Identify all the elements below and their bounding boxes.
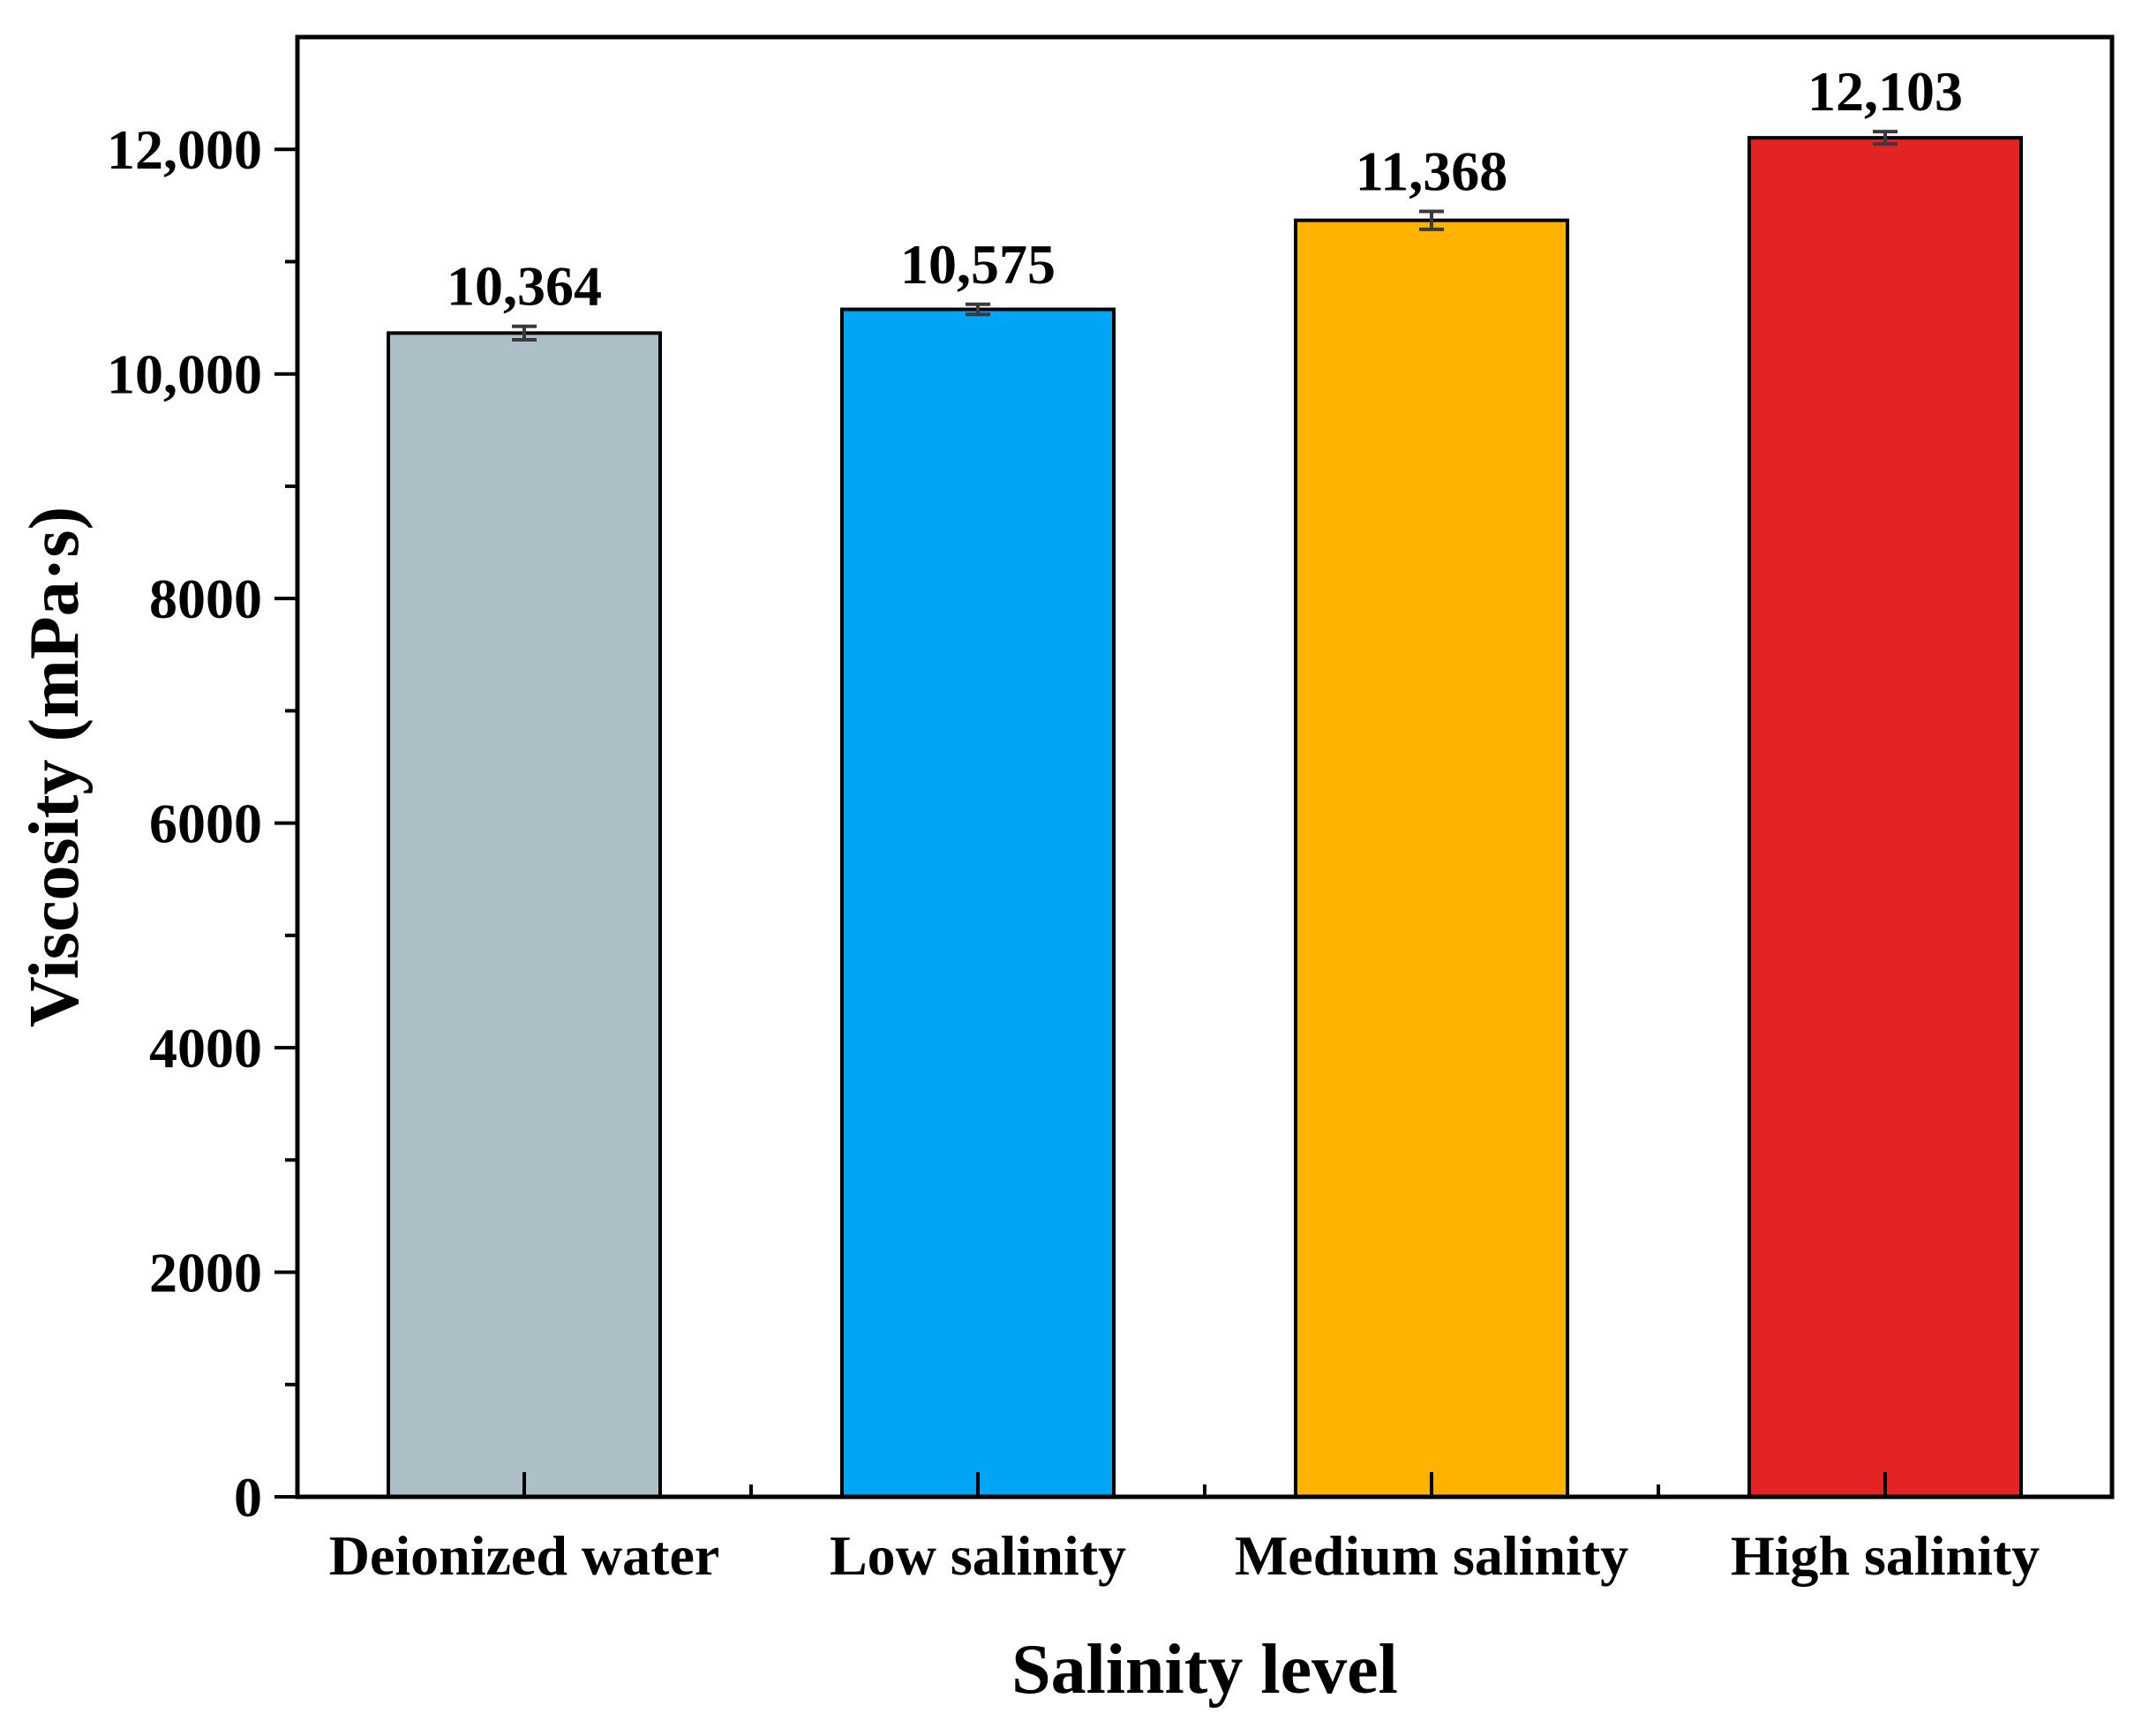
bar-0 [387, 331, 662, 1499]
y-tick-label-5: 10,000 [107, 343, 262, 406]
bar-3 [1747, 136, 2023, 1499]
y-tick-label-6: 12,000 [107, 118, 262, 181]
y-axis-title: Viscosity (mPa·s) [16, 507, 94, 1027]
data-label-2: 11,368 [1356, 139, 1507, 202]
axis-ticks-group [274, 147, 1887, 1499]
y-tick-label-1: 2000 [149, 1242, 262, 1304]
bars-group [387, 136, 2023, 1499]
bar-2 [1294, 218, 1569, 1499]
bar-1 [840, 307, 1116, 1499]
category-label-1: Low salinity [830, 1524, 1126, 1587]
y-tick-label-2: 4000 [149, 1017, 262, 1079]
category-labels-group: Deionized water Low salinity Medium salini… [329, 1524, 2040, 1587]
error-bars-group [512, 130, 1898, 342]
data-labels-group: 10,364 10,575 11,368 12,103 [447, 60, 1963, 318]
category-label-0: Deionized water [329, 1524, 720, 1587]
data-label-1: 10,575 [900, 233, 1056, 296]
y-tick-label-3: 6000 [149, 793, 262, 855]
data-label-3: 12,103 [1808, 60, 1963, 123]
y-tick-labels-group: 0 2000 4000 6000 8000 10,000 12,000 [107, 118, 262, 1529]
data-label-0: 10,364 [447, 255, 602, 318]
y-tick-label-4: 8000 [149, 567, 262, 630]
category-label-2: Medium salinity [1235, 1524, 1628, 1587]
y-tick-label-0: 0 [234, 1466, 262, 1529]
category-label-3: High salinity [1731, 1524, 2040, 1587]
x-axis-title: Salinity level [1011, 1631, 1398, 1709]
